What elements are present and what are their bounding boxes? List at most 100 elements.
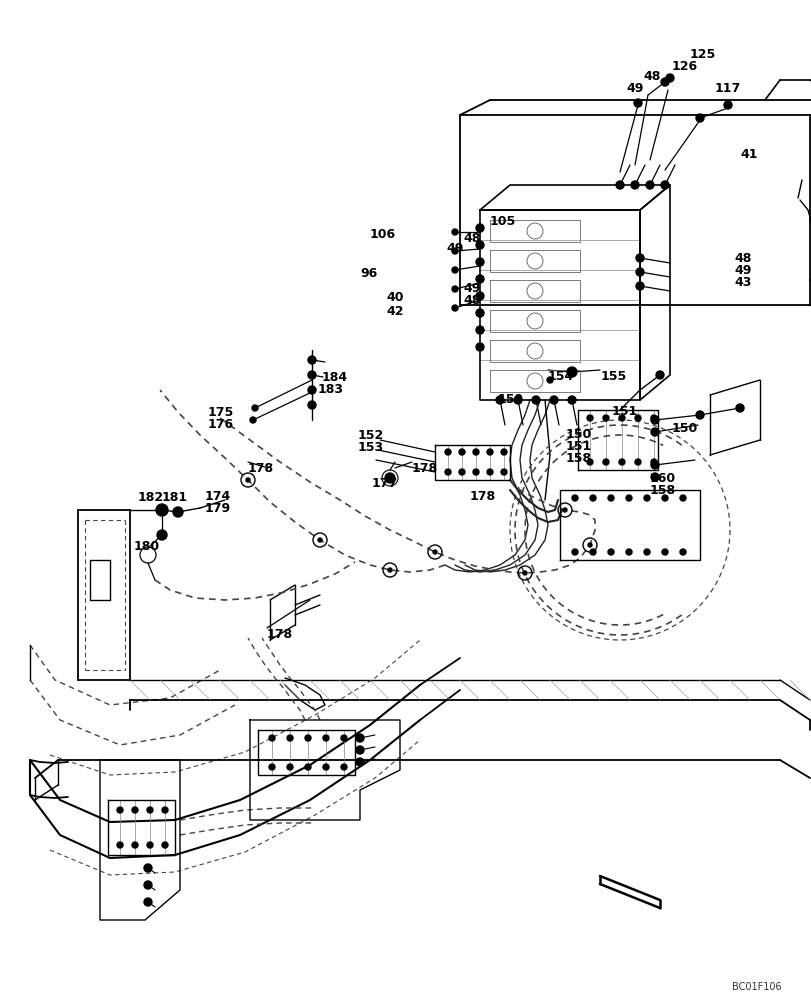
Circle shape — [475, 309, 483, 317]
Circle shape — [661, 549, 667, 555]
Text: BC01F106: BC01F106 — [731, 982, 781, 992]
Circle shape — [452, 229, 457, 235]
Text: 48: 48 — [462, 294, 480, 307]
Text: 150: 150 — [672, 422, 697, 435]
Circle shape — [586, 415, 592, 421]
Circle shape — [635, 268, 643, 276]
Text: 49: 49 — [445, 242, 463, 255]
Text: 158: 158 — [649, 484, 676, 497]
Text: 49: 49 — [625, 82, 642, 95]
Text: 117: 117 — [714, 82, 740, 95]
Circle shape — [660, 78, 668, 86]
Circle shape — [643, 495, 649, 501]
Circle shape — [513, 396, 521, 404]
Circle shape — [117, 842, 122, 848]
Circle shape — [173, 507, 182, 517]
Circle shape — [307, 371, 315, 379]
Text: 178: 178 — [470, 490, 496, 503]
Circle shape — [531, 396, 539, 404]
Circle shape — [500, 469, 506, 475]
Circle shape — [587, 543, 591, 547]
Circle shape — [475, 258, 483, 266]
Circle shape — [355, 734, 363, 742]
Circle shape — [355, 758, 363, 766]
Text: 152: 152 — [358, 429, 384, 442]
Circle shape — [650, 461, 659, 469]
Circle shape — [452, 305, 457, 311]
Circle shape — [341, 735, 346, 741]
Text: 160: 160 — [649, 472, 676, 485]
Circle shape — [695, 411, 703, 419]
Text: 174: 174 — [204, 490, 231, 503]
Circle shape — [603, 459, 608, 465]
Circle shape — [246, 478, 250, 482]
Circle shape — [307, 401, 315, 409]
Circle shape — [132, 842, 138, 848]
Circle shape — [117, 807, 122, 813]
Circle shape — [618, 459, 624, 465]
Circle shape — [432, 550, 436, 554]
Circle shape — [268, 764, 275, 770]
Circle shape — [723, 101, 731, 109]
Circle shape — [251, 405, 258, 411]
Text: 126: 126 — [672, 60, 697, 73]
Circle shape — [655, 371, 663, 379]
Text: 106: 106 — [370, 228, 396, 241]
Circle shape — [735, 404, 743, 412]
Circle shape — [650, 416, 659, 424]
Circle shape — [618, 415, 624, 421]
Circle shape — [475, 343, 483, 351]
Circle shape — [500, 449, 506, 455]
Text: 42: 42 — [385, 305, 403, 318]
Circle shape — [475, 292, 483, 300]
Circle shape — [571, 549, 577, 555]
Text: 48: 48 — [462, 232, 480, 245]
Circle shape — [650, 459, 656, 465]
Circle shape — [487, 449, 492, 455]
Circle shape — [549, 396, 557, 404]
Circle shape — [571, 495, 577, 501]
Text: 181: 181 — [162, 491, 188, 504]
Text: 49: 49 — [733, 264, 750, 277]
Circle shape — [144, 864, 152, 872]
Circle shape — [307, 386, 315, 394]
Text: 48: 48 — [642, 70, 659, 83]
Circle shape — [444, 469, 450, 475]
Circle shape — [318, 538, 322, 542]
Circle shape — [286, 764, 293, 770]
Circle shape — [250, 417, 255, 423]
Circle shape — [562, 508, 566, 512]
Circle shape — [144, 898, 152, 906]
Text: 41: 41 — [739, 148, 757, 161]
Circle shape — [475, 241, 483, 249]
Circle shape — [475, 326, 483, 334]
Text: 48: 48 — [733, 252, 750, 265]
Circle shape — [496, 396, 504, 404]
Text: 153: 153 — [358, 441, 384, 454]
Circle shape — [473, 469, 478, 475]
Text: 180: 180 — [134, 540, 160, 553]
Circle shape — [590, 549, 595, 555]
Circle shape — [341, 764, 346, 770]
Text: 182: 182 — [138, 491, 164, 504]
Text: 178: 178 — [411, 462, 438, 475]
Text: 125: 125 — [689, 48, 715, 61]
Circle shape — [355, 746, 363, 754]
Circle shape — [646, 181, 653, 189]
Circle shape — [607, 549, 613, 555]
Text: 151: 151 — [611, 405, 637, 418]
Circle shape — [643, 549, 649, 555]
Circle shape — [660, 181, 668, 189]
Circle shape — [384, 473, 394, 483]
Circle shape — [305, 764, 311, 770]
Circle shape — [458, 449, 465, 455]
Circle shape — [305, 735, 311, 741]
Circle shape — [473, 449, 478, 455]
Text: 184: 184 — [322, 371, 348, 384]
Circle shape — [630, 181, 638, 189]
Text: 178: 178 — [267, 628, 293, 641]
Circle shape — [522, 571, 526, 575]
Circle shape — [590, 495, 595, 501]
Text: 43: 43 — [733, 276, 750, 289]
Circle shape — [323, 764, 328, 770]
